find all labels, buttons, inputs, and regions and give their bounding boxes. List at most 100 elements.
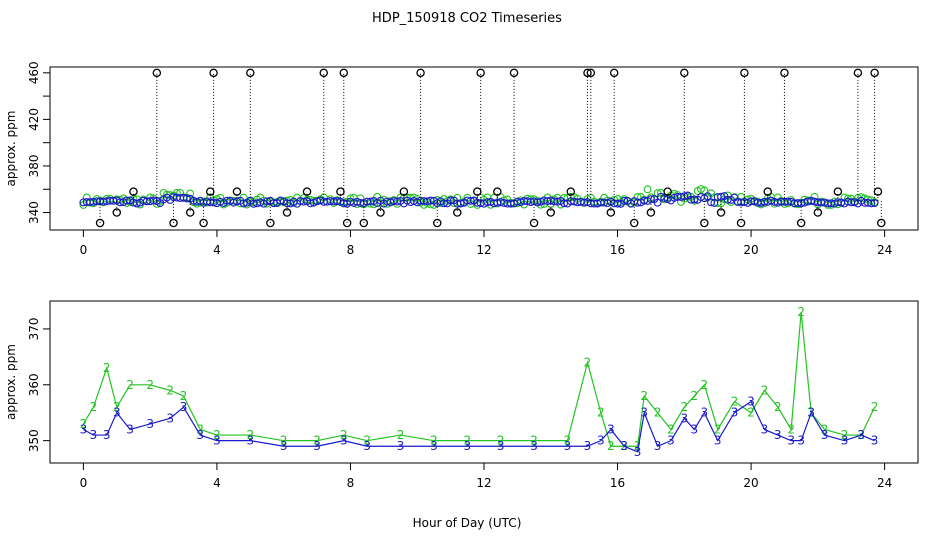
data-marker: 3: [397, 439, 405, 453]
data-marker: 2: [280, 434, 288, 448]
x-axis-label: Hour of Day (UTC): [413, 516, 522, 530]
x-tick-label: 24: [877, 243, 892, 257]
x-tick-label: 8: [347, 476, 355, 490]
y-tick-label: 380: [27, 155, 41, 178]
data-marker: 2: [797, 305, 805, 319]
data-point: [620, 196, 629, 205]
data-point: [583, 68, 592, 78]
data-marker: 3: [747, 395, 755, 409]
data-point: [690, 195, 699, 204]
data-point: [780, 68, 789, 78]
data-marker: 3: [213, 434, 221, 448]
data-marker: 3: [654, 439, 662, 453]
data-marker: 2: [313, 434, 321, 448]
data-point: [282, 208, 292, 217]
x-tick-label: 0: [80, 476, 88, 490]
data-point: [833, 187, 843, 196]
data-point: [446, 196, 455, 205]
data-marker: 2: [747, 406, 755, 420]
data-marker: 2: [246, 428, 254, 442]
data-point: [653, 198, 662, 207]
x-tick-label: 0: [80, 243, 88, 257]
data-point: [509, 68, 519, 78]
data-marker: 3: [774, 428, 782, 442]
data-point: [359, 218, 369, 228]
data-marker: 2: [787, 422, 795, 436]
data-point: [703, 192, 712, 201]
data-point: [439, 199, 448, 208]
data-marker: 3: [246, 434, 254, 448]
x-tick-label: 16: [610, 243, 625, 257]
data-marker: 2: [196, 422, 204, 436]
data-marker: 2: [397, 428, 405, 442]
data-marker: 2: [597, 406, 605, 420]
data-marker: 2: [691, 389, 699, 403]
data-point: [302, 187, 312, 196]
data-point: [870, 199, 879, 208]
plot-area: [79, 68, 886, 228]
data-point: [717, 192, 725, 201]
data-marker: 2: [731, 395, 739, 409]
y-tick-label: 420: [27, 108, 41, 131]
data-point: [606, 208, 616, 217]
x-tick-label: 20: [743, 476, 758, 490]
data-marker: 3: [313, 439, 321, 453]
data-marker: 3: [363, 439, 371, 453]
data-marker: 3: [597, 434, 605, 448]
data-point: [333, 197, 342, 206]
data-marker: 3: [691, 422, 699, 436]
data-marker: 2: [774, 400, 782, 414]
data-marker: 2: [654, 406, 662, 420]
data-point: [680, 192, 689, 201]
data-marker: 2: [634, 439, 642, 453]
data-point: [456, 199, 465, 208]
data-marker: 3: [731, 406, 739, 420]
x-tick-label: 4: [213, 476, 221, 490]
data-point: [723, 195, 732, 204]
data-marker: 2: [821, 422, 829, 436]
data-marker: 2: [701, 378, 709, 392]
data-point: [246, 68, 255, 78]
data-marker: 2: [640, 389, 648, 403]
data-point: [433, 218, 442, 228]
data-marker: 3: [821, 428, 829, 442]
data-marker: 3: [126, 422, 134, 436]
y-tick-label: 460: [27, 61, 41, 84]
data-point: [529, 218, 539, 228]
data-marker: 2: [213, 428, 221, 442]
data-marker: 3: [807, 406, 815, 420]
x-tick-label: 12: [476, 476, 491, 490]
data-point: [453, 208, 462, 217]
data-point: [877, 218, 886, 228]
data-marker: 2: [564, 434, 572, 448]
series-line: [83, 400, 875, 453]
data-marker: 3: [463, 439, 471, 453]
data-point: [199, 218, 208, 228]
data-marker: 2: [761, 383, 769, 397]
data-point: [266, 218, 275, 228]
blue-series: [79, 191, 879, 208]
data-point: [663, 187, 672, 196]
data-marker: 3: [180, 400, 188, 414]
data-marker: 3: [166, 411, 174, 425]
data-point: [646, 208, 656, 217]
data-marker: 3: [871, 434, 879, 448]
data-marker: 2: [430, 434, 438, 448]
data-point: [716, 208, 726, 217]
data-point: [342, 218, 352, 228]
data-point: [646, 195, 655, 204]
data-marker: 2: [680, 400, 688, 414]
data-point: [276, 196, 285, 205]
y-tick-label: 370: [27, 317, 41, 340]
data-point: [873, 187, 883, 196]
data-point: [152, 68, 162, 78]
data-point: [376, 208, 385, 217]
data-marker: 3: [714, 434, 722, 448]
data-point: [339, 68, 349, 78]
data-point: [643, 185, 652, 194]
data-marker: 3: [640, 406, 648, 420]
data-point: [232, 187, 242, 196]
